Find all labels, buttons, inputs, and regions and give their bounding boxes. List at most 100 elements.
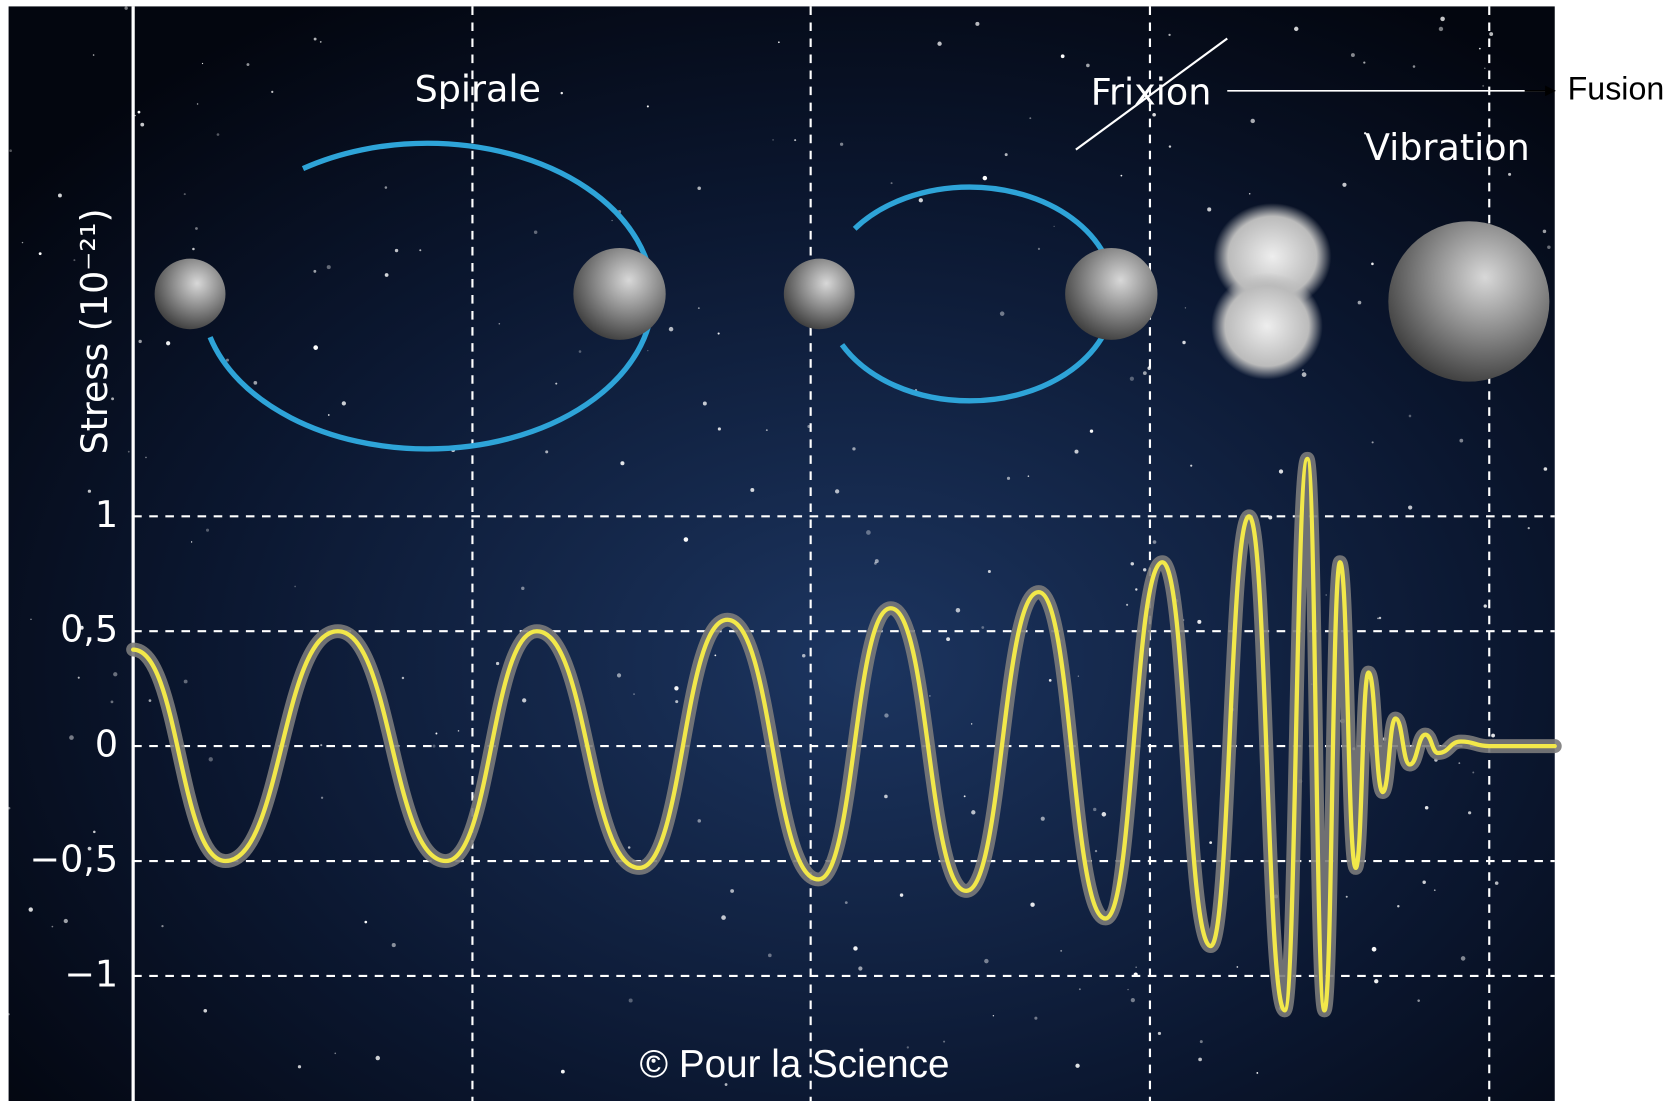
star	[724, 1083, 728, 1086]
star	[1135, 966, 1137, 969]
star	[21, 241, 24, 244]
star	[92, 54, 95, 56]
star	[1004, 153, 1008, 157]
star	[1294, 26, 1299, 32]
star	[1377, 617, 1379, 620]
star	[206, 528, 210, 532]
star	[697, 819, 702, 823]
star	[675, 700, 679, 704]
star	[522, 698, 527, 703]
star	[1184, 307, 1187, 309]
star	[51, 925, 54, 928]
star	[334, 1052, 337, 1055]
y-tick-label: −0,5	[30, 838, 119, 881]
star	[545, 450, 549, 454]
star	[1345, 895, 1348, 898]
star	[63, 918, 68, 924]
star	[555, 382, 558, 385]
star	[145, 456, 147, 459]
star	[1048, 679, 1052, 682]
star	[1197, 619, 1202, 624]
star	[1040, 816, 1045, 821]
y-tick-label: 0	[95, 723, 118, 766]
star	[498, 323, 501, 325]
star	[1130, 562, 1135, 566]
star	[183, 193, 186, 196]
star	[1089, 429, 1094, 433]
star	[38, 252, 42, 256]
star	[1342, 182, 1347, 187]
star	[1460, 956, 1466, 961]
star	[578, 350, 582, 353]
star	[1142, 371, 1147, 376]
star	[319, 41, 322, 43]
star	[1363, 132, 1367, 135]
star	[1027, 475, 1030, 477]
star	[1182, 340, 1186, 345]
star	[772, 139, 774, 141]
star	[839, 142, 844, 146]
star	[457, 730, 460, 732]
star	[628, 998, 633, 1003]
star	[7, 1013, 10, 1016]
star	[1371, 262, 1374, 266]
star	[1542, 229, 1547, 234]
star	[495, 661, 500, 666]
star	[326, 265, 331, 270]
star	[79, 625, 84, 630]
star	[148, 699, 152, 702]
star	[1074, 449, 1079, 454]
annotation: Frixion	[1091, 71, 1212, 114]
star	[918, 198, 923, 203]
star	[1527, 527, 1530, 530]
star	[984, 958, 989, 964]
star	[1508, 172, 1512, 176]
star	[1494, 881, 1499, 885]
y-tick-label: 0,5	[60, 608, 118, 651]
star	[982, 175, 988, 181]
star	[975, 21, 980, 26]
star	[192, 247, 195, 251]
star	[611, 219, 613, 222]
star	[216, 133, 220, 136]
star	[1547, 245, 1551, 249]
y-axis-label: Stress (10⁻²¹)	[73, 208, 116, 454]
star	[981, 626, 985, 629]
star	[1060, 949, 1063, 952]
star	[246, 63, 250, 66]
star	[1209, 841, 1213, 844]
star	[697, 186, 701, 191]
star	[834, 489, 840, 494]
star	[9, 149, 12, 153]
y-tick-label: −1	[64, 952, 118, 995]
star	[560, 91, 563, 95]
star	[858, 966, 863, 971]
y-tick-label: 1	[95, 493, 118, 536]
star	[1424, 805, 1429, 810]
star	[929, 695, 931, 697]
star	[73, 259, 76, 262]
star	[320, 744, 323, 747]
star	[127, 450, 130, 453]
star	[253, 380, 258, 385]
star	[384, 186, 388, 189]
star	[166, 341, 171, 346]
star	[1126, 603, 1129, 606]
star	[1408, 505, 1413, 510]
star	[1093, 807, 1097, 812]
star	[852, 447, 856, 451]
star	[93, 830, 96, 834]
star	[1483, 604, 1487, 608]
star	[1371, 441, 1374, 444]
star	[1468, 811, 1472, 815]
star	[633, 693, 635, 695]
star	[647, 349, 649, 352]
credit: © Pour la Science	[640, 1043, 950, 1086]
star	[971, 810, 976, 815]
star	[69, 735, 74, 740]
star	[697, 307, 700, 310]
star	[1374, 979, 1379, 984]
star	[717, 332, 720, 335]
star	[1278, 469, 1284, 474]
star	[1489, 32, 1494, 36]
